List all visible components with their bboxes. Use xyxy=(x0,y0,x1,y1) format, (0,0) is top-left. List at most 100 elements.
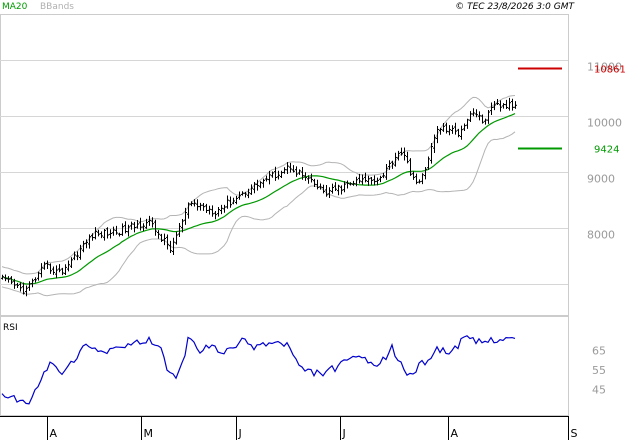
ohlc-bar xyxy=(70,257,73,269)
ohlc-bar xyxy=(268,170,271,185)
ohlc-bar xyxy=(154,219,157,236)
ohlc-bar xyxy=(460,125,463,140)
ohlc-bar xyxy=(25,285,28,297)
ohlc-bar xyxy=(280,170,283,178)
ohlc-bar xyxy=(430,143,433,164)
ohlc-bar xyxy=(337,184,340,196)
ohlc-bar xyxy=(46,260,49,269)
ohlc-bar xyxy=(40,263,43,278)
ohlc-bar xyxy=(379,175,382,183)
ohlc-bar xyxy=(133,221,136,233)
ohlc-bar xyxy=(82,240,85,253)
price-panel-frame xyxy=(0,14,569,316)
ohlc-bar xyxy=(370,176,373,185)
ohlc-bar xyxy=(13,278,16,289)
ohlc-bar xyxy=(214,211,217,220)
ohlc-bar xyxy=(1,274,4,280)
ohlc-bar xyxy=(418,179,421,184)
ohlc-bar xyxy=(361,174,364,185)
ohlc-bar xyxy=(118,232,121,237)
ohlc-bar xyxy=(91,233,94,241)
ohlc-bar xyxy=(355,176,358,187)
rsi-line xyxy=(1,335,516,405)
rsi-tick-label: 55 xyxy=(592,364,606,377)
ohlc-bar xyxy=(385,163,388,180)
ohlc-bar xyxy=(409,158,412,176)
ohlc-bar xyxy=(415,173,418,185)
ohlc-bar xyxy=(244,191,247,198)
ohlc-bar xyxy=(457,128,460,138)
ohlc-bar xyxy=(478,111,481,121)
ohlc-bar xyxy=(103,228,106,241)
ohlc-bar xyxy=(364,172,367,183)
ohlc-bar xyxy=(85,239,88,249)
ohlc-bar xyxy=(121,223,124,236)
ohlc-bar xyxy=(124,221,127,234)
ohlc-bar xyxy=(424,166,427,180)
ohlc-bar xyxy=(211,205,214,217)
ohlc-bar xyxy=(484,118,487,125)
ohlc-bar xyxy=(115,225,118,235)
ohlc-bar xyxy=(442,122,445,132)
ohlc-bar xyxy=(388,160,391,170)
ohlc-bar xyxy=(427,156,430,170)
price-level-label: 10861 xyxy=(594,65,626,76)
ohlc-bar xyxy=(79,244,82,260)
ohlc-bar xyxy=(481,114,484,124)
ohlc-bar xyxy=(55,265,58,279)
ohlc-bar xyxy=(199,202,202,211)
ohlc-bar xyxy=(100,231,103,239)
ohlc-bar xyxy=(34,277,37,283)
ohlc-bar xyxy=(253,181,256,194)
ohlc-bar xyxy=(4,274,7,282)
indicator-bbands-label: BBands xyxy=(40,2,74,12)
ohlc-bar xyxy=(445,122,448,134)
indicator-ma20-label: MA20 xyxy=(2,2,28,12)
ohlc-bar xyxy=(403,147,406,161)
ohlc-bar xyxy=(205,203,208,213)
ohlc-bar xyxy=(61,267,64,276)
x-tick-label: A xyxy=(50,427,58,440)
ohlc-bar xyxy=(238,191,241,200)
ohlc-bar xyxy=(181,219,184,233)
ohlc-bar xyxy=(340,185,343,195)
rsi-panel-frame xyxy=(0,316,569,416)
ohlc-bar xyxy=(511,98,514,111)
rsi-tick-label: 65 xyxy=(592,344,606,357)
ohlc-bar xyxy=(421,173,424,185)
ohlc-bar xyxy=(289,162,292,173)
price-level-label: 9424 xyxy=(594,145,619,156)
ohlc-bar xyxy=(220,204,223,215)
ohlc-bar xyxy=(130,221,133,230)
ohlc-bar xyxy=(298,169,301,175)
ohlc-bar xyxy=(358,173,361,184)
ohlc-bar xyxy=(448,125,451,136)
ohlc-bar xyxy=(328,187,331,199)
ohlc-bar xyxy=(475,109,478,118)
ohlc-bar xyxy=(412,171,415,180)
ohlc-bar xyxy=(382,172,385,179)
ohlc-bar xyxy=(160,233,163,243)
ohlc-bar xyxy=(250,184,253,195)
ohlc-bar xyxy=(346,180,349,189)
ohlc-bar xyxy=(304,172,307,181)
ohlc-bar xyxy=(316,179,319,190)
ohlc-bar xyxy=(127,224,130,237)
ohlc-bar xyxy=(229,196,232,208)
price-levels: 10861 9424 xyxy=(518,65,626,156)
ohlc-bar xyxy=(331,183,334,194)
ohlc-bar xyxy=(391,160,394,169)
ohlc-bar xyxy=(373,175,376,186)
ohlc-bar xyxy=(334,182,337,192)
ohlc-bar xyxy=(271,171,274,178)
ohlc-bar xyxy=(490,102,493,116)
ohlc-bar xyxy=(319,183,322,190)
ohlc-bar xyxy=(295,166,298,177)
ohlc-bars xyxy=(1,97,517,297)
ohlc-bar xyxy=(67,260,70,272)
ohlc-bar xyxy=(166,234,169,250)
ohlc-bar xyxy=(259,181,262,189)
ohlc-bar xyxy=(64,264,67,275)
